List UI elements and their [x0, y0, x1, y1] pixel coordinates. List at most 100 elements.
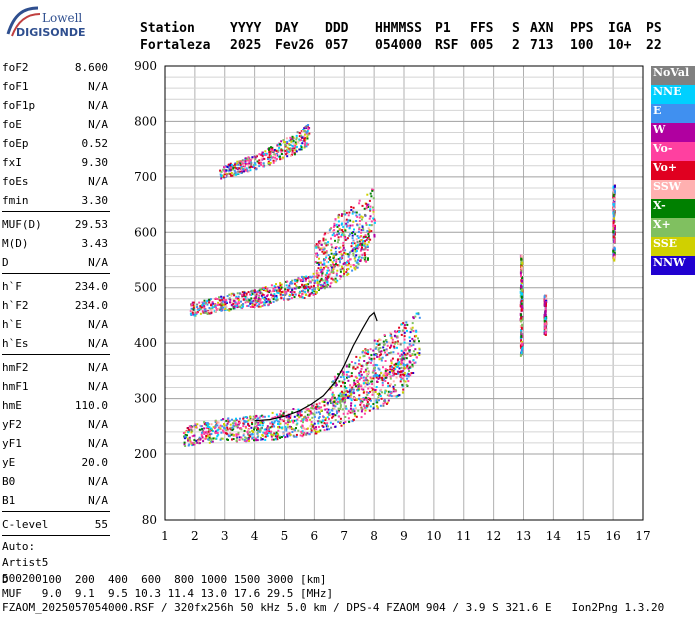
echo-point — [520, 295, 523, 299]
echo-point — [307, 289, 310, 292]
echo-point — [202, 440, 205, 443]
echo-point — [326, 281, 329, 283]
echo-point — [244, 157, 247, 160]
legend-entry: NNE — [651, 84, 695, 104]
param-name: fxI — [2, 156, 22, 169]
param-name: foEp — [2, 137, 29, 150]
echo-point — [521, 342, 523, 346]
echo-point — [223, 298, 226, 301]
echo-point — [247, 156, 250, 159]
echo-point — [329, 282, 332, 285]
echo-point — [417, 337, 419, 340]
echo-point — [249, 160, 252, 163]
echo-point — [284, 422, 287, 425]
echo-point — [294, 293, 297, 296]
echo-point — [235, 417, 237, 420]
echo-point — [354, 268, 357, 271]
echo-point — [312, 292, 315, 295]
echo-point — [389, 377, 392, 380]
echo-point — [323, 422, 326, 425]
echo-point — [229, 162, 232, 165]
echo-point — [366, 383, 369, 386]
echo-point — [221, 429, 224, 432]
echo-point — [367, 257, 369, 260]
echo-point — [345, 223, 348, 226]
echo-point — [186, 434, 188, 437]
echo-point — [357, 383, 360, 386]
echo-point — [346, 221, 349, 224]
echo-point — [300, 420, 303, 423]
echo-point — [403, 359, 406, 362]
echo-point — [225, 424, 228, 427]
echo-point — [306, 135, 309, 138]
param-name: yE — [2, 456, 16, 469]
echo-point — [249, 299, 252, 302]
y-tick-label: 500 — [134, 281, 157, 295]
echo-point — [272, 290, 275, 293]
echo-point — [365, 378, 368, 381]
echo-point — [268, 291, 271, 294]
echo-point — [519, 304, 522, 308]
header-value: 2 — [512, 38, 520, 53]
echo-point — [210, 311, 213, 314]
echo-point — [319, 241, 322, 244]
echo-point — [521, 348, 524, 352]
echo-point — [375, 376, 378, 379]
echo-point — [347, 375, 350, 378]
echo-point — [381, 379, 384, 382]
echo-point — [336, 412, 338, 415]
header-value: 100 — [570, 38, 594, 53]
echo-point — [315, 245, 318, 248]
echo-point — [275, 419, 278, 422]
echo-point — [369, 348, 372, 351]
echo-point — [238, 422, 241, 424]
echo-point — [232, 302, 235, 305]
echo-point — [342, 375, 345, 378]
echo-point — [359, 403, 362, 406]
echo-point — [321, 424, 324, 427]
echo-point — [366, 203, 369, 206]
echo-point — [244, 436, 247, 439]
echo-point — [339, 376, 342, 379]
echo-point — [355, 238, 358, 241]
echo-point — [220, 174, 223, 177]
echo-point — [285, 427, 288, 430]
echo-point — [395, 341, 398, 344]
echo-point — [327, 275, 330, 278]
echo-point — [343, 373, 345, 376]
echo-point — [332, 422, 335, 425]
echo-point — [396, 362, 399, 365]
echo-point — [360, 373, 363, 376]
echo-point — [378, 355, 381, 358]
echo-point — [332, 255, 335, 258]
header-label: DAY — [275, 21, 299, 36]
echo-point — [416, 351, 419, 354]
echo-point — [259, 305, 262, 308]
echo-point — [354, 249, 357, 252]
echo-point — [367, 227, 370, 230]
echo-point — [316, 261, 319, 264]
echo-point — [418, 354, 421, 356]
echo-point — [291, 288, 294, 291]
y-tick-label: 200 — [134, 447, 157, 461]
echo-point — [214, 303, 217, 305]
echo-point — [276, 433, 279, 436]
echo-point — [250, 163, 253, 166]
echo-point — [243, 163, 246, 166]
echo-point — [361, 246, 363, 249]
echo-point — [308, 280, 311, 283]
echo-point — [322, 266, 325, 269]
echo-point — [371, 389, 374, 392]
echo-point — [345, 222, 348, 225]
echo-point — [255, 168, 258, 171]
echo-point — [367, 235, 370, 237]
echo-point — [251, 436, 254, 439]
echo-point — [266, 288, 269, 291]
echo-point — [352, 220, 355, 223]
echo-point — [358, 220, 361, 222]
echo-point — [327, 241, 330, 244]
echo-point — [398, 330, 400, 333]
echo-point — [380, 350, 383, 353]
echo-point — [375, 342, 378, 345]
echo-point — [364, 368, 367, 371]
